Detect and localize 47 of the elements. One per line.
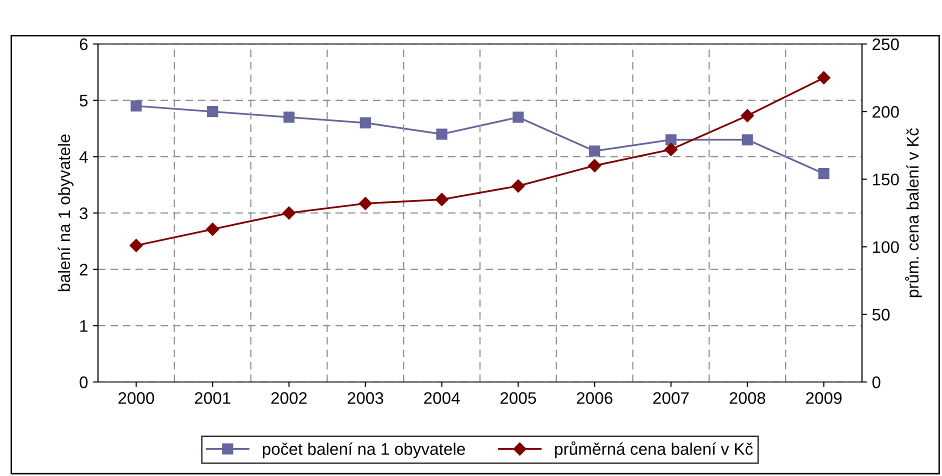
- y-tick-label: 2: [80, 264, 88, 276]
- x-tick-label: 2003: [348, 392, 384, 404]
- point: [130, 100, 142, 112]
- point: [589, 145, 600, 157]
- point: [207, 106, 218, 118]
- point: [665, 134, 677, 146]
- x-tick-label: 2009: [806, 392, 842, 404]
- point: [360, 117, 371, 128]
- y-tick-label: 5: [80, 94, 88, 107]
- y2-axis-title: prům. cena balení v Kč: [905, 128, 922, 298]
- point: [588, 159, 602, 172]
- x-tick-label: 2000: [118, 392, 154, 404]
- point: [817, 71, 830, 84]
- y2-tick-label: 150: [872, 174, 899, 186]
- y2-tick-label: 100: [872, 241, 899, 254]
- x-tick-label: 2007: [653, 392, 689, 404]
- y-axis-title: balení na 1 obyvatele: [58, 134, 74, 292]
- point: [283, 112, 295, 123]
- x-tick-label: 2006: [576, 392, 612, 404]
- legend-label: průměrná cena balení v Kč: [555, 441, 753, 458]
- point: [436, 128, 448, 140]
- point: [512, 179, 525, 193]
- point: [742, 134, 753, 146]
- point: [664, 142, 678, 156]
- y-tick-label: 4: [79, 151, 88, 163]
- y-tick-label: 6: [80, 38, 88, 50]
- point: [740, 109, 754, 122]
- y-tick-label: 1: [80, 320, 88, 332]
- point: [282, 206, 296, 220]
- y2-tick-label: 200: [872, 106, 899, 118]
- point: [206, 222, 220, 236]
- point: [130, 238, 143, 252]
- y2-tick-label: 50: [872, 308, 890, 321]
- x-tick-label: 2005: [500, 392, 536, 404]
- x-tick-label: 2002: [271, 392, 307, 404]
- x-tick-label: 2004: [424, 392, 460, 404]
- x-tick-label: 2001: [194, 392, 230, 404]
- point: [512, 112, 524, 123]
- point: [435, 192, 448, 206]
- y2-tick-label: 250: [872, 38, 899, 50]
- x-tick-label: 2008: [730, 392, 766, 404]
- legend-label: počet balení na 1 obyvatele: [262, 442, 465, 458]
- point: [358, 196, 372, 210]
- y-tick-label: 0: [80, 376, 88, 388]
- y2-tick-label: 0: [872, 376, 880, 388]
- point: [818, 168, 830, 180]
- y-tick-label: 3: [80, 207, 88, 220]
